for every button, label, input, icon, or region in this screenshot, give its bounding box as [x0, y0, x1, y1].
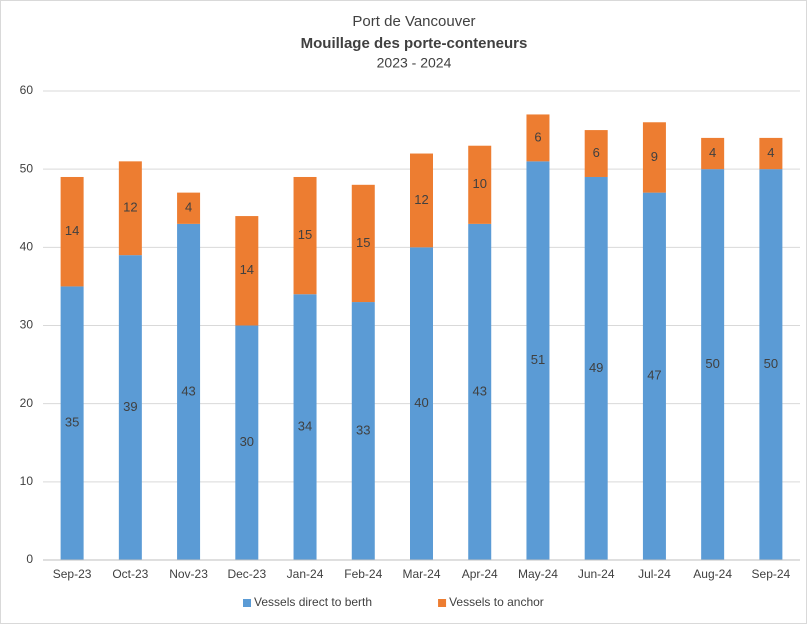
y-tick-label: 60 — [20, 83, 34, 97]
bar-segment — [701, 137, 725, 170]
bar-segment — [410, 153, 433, 248]
bar-segment — [293, 294, 317, 560]
x-tick-label: Feb-24 — [344, 567, 382, 581]
x-tick-label: Dec-23 — [227, 567, 266, 581]
data-label: 30 — [240, 434, 254, 449]
bar-segment — [759, 169, 783, 560]
bar-segment — [351, 302, 375, 560]
bar-segment — [468, 223, 492, 560]
legend-label: Vessels to anchor — [449, 595, 544, 609]
data-label: 33 — [356, 422, 370, 437]
data-label: 43 — [472, 383, 486, 398]
bar-segment — [60, 286, 84, 560]
data-label: 51 — [531, 352, 545, 367]
x-tick-label: May-24 — [518, 567, 558, 581]
bar-segment — [118, 161, 142, 256]
bar-segment — [642, 122, 666, 193]
data-label: 14 — [65, 223, 79, 238]
x-tick-label: Mar-24 — [402, 567, 440, 581]
bar-segment — [235, 325, 259, 560]
data-label: 47 — [647, 368, 661, 383]
data-label: 15 — [298, 227, 312, 242]
data-label: 50 — [705, 356, 719, 371]
x-tick-label: Sep-23 — [53, 567, 92, 581]
y-tick-label: 50 — [20, 161, 34, 175]
data-label: 35 — [65, 415, 79, 430]
data-label: 49 — [589, 360, 603, 375]
bar-segment — [293, 176, 317, 295]
data-label: 15 — [356, 235, 370, 250]
bar-segment — [526, 114, 550, 162]
x-tick-label: Jul-24 — [638, 567, 671, 581]
data-label: 6 — [593, 145, 600, 160]
bar-segment — [468, 145, 492, 224]
data-label: 4 — [185, 200, 192, 215]
x-tick-label: Apr-24 — [462, 567, 498, 581]
bar-segment — [118, 255, 142, 560]
data-label: 10 — [472, 176, 486, 191]
data-label: 4 — [709, 145, 716, 160]
bar-segment — [642, 192, 666, 560]
bar-segment — [177, 223, 201, 560]
legend-label: Vessels direct to berth — [254, 595, 372, 609]
data-label: 39 — [123, 399, 137, 414]
x-tick-label: Aug-24 — [693, 567, 732, 581]
bar-segment — [351, 184, 375, 303]
legend-swatch — [243, 599, 251, 607]
data-label: 9 — [651, 149, 658, 164]
data-label: 12 — [414, 192, 428, 207]
data-label: 50 — [764, 356, 778, 371]
data-label: 12 — [123, 200, 137, 215]
x-tick-label: Jan-24 — [287, 567, 324, 581]
x-tick-label: Oct-23 — [112, 567, 148, 581]
bar-segment — [60, 176, 84, 287]
x-tick-label: Sep-24 — [752, 567, 791, 581]
y-tick-label: 40 — [20, 240, 34, 254]
bar-segment — [759, 137, 783, 170]
bar-segment — [177, 192, 201, 224]
chart-period: 2023 - 2024 — [377, 55, 452, 71]
y-tick-label: 0 — [26, 552, 33, 566]
bar-segment — [584, 176, 608, 560]
x-tick-label: Jun-24 — [578, 567, 615, 581]
data-label: 4 — [767, 145, 774, 160]
bar-segment — [584, 130, 608, 177]
data-label: 43 — [181, 383, 195, 398]
bar-segment — [235, 216, 259, 326]
bar-segment — [701, 169, 725, 560]
bar-segment — [526, 161, 550, 560]
x-tick-label: Nov-23 — [169, 567, 208, 581]
data-label: 6 — [534, 129, 541, 144]
data-label: 14 — [240, 262, 254, 277]
y-tick-label: 30 — [20, 318, 34, 332]
data-label: 40 — [414, 395, 428, 410]
y-tick-label: 20 — [20, 396, 34, 410]
legend-swatch — [438, 599, 447, 607]
data-label: 34 — [298, 419, 312, 434]
y-tick-label: 10 — [20, 474, 34, 488]
bar-segment — [410, 247, 433, 561]
chart-title: Port de Vancouver — [352, 13, 475, 30]
chart-subtitle: Mouillage des porte-conteneurs — [301, 35, 528, 52]
